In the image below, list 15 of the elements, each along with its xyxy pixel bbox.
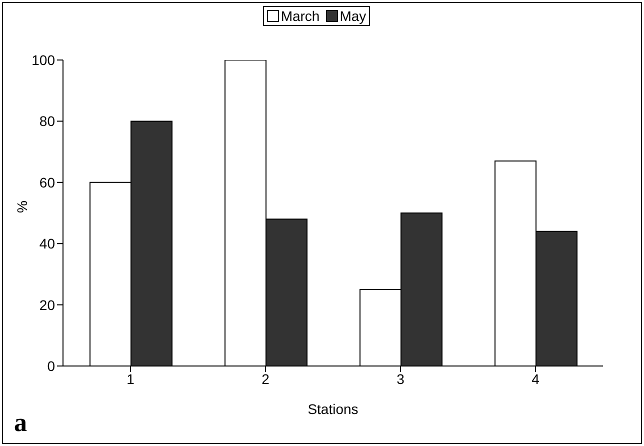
x-tick-label: 2: [262, 370, 270, 387]
legend-label: May: [338, 8, 366, 24]
y-tick-label: 0: [47, 358, 56, 374]
x-tick-label: 1: [126, 370, 135, 387]
x-tick-label: 4: [532, 370, 540, 387]
y-tick-label: 100: [32, 52, 56, 68]
y-tick-label: 20: [39, 296, 56, 313]
legend-label: March: [280, 8, 320, 24]
y-tick-label: 60: [39, 174, 56, 190]
x-tick-label: 3: [396, 370, 405, 387]
x-axis-title: Stations: [308, 401, 358, 417]
y-tick-label: 80: [39, 113, 56, 130]
text: a: [14, 408, 27, 438]
y-tick-label: 40: [39, 236, 56, 252]
y-axis-title: %: [14, 200, 30, 213]
